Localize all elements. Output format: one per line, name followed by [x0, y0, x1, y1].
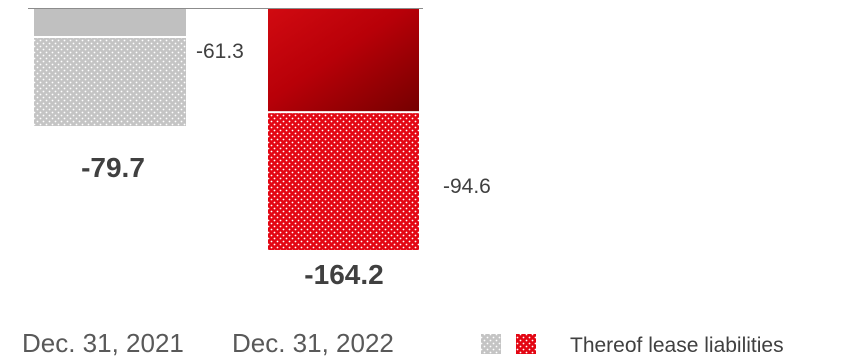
bar-lease-2021	[34, 38, 186, 126]
legend-swatch-red	[516, 334, 536, 354]
legend-label: Thereof lease liabilities	[570, 334, 784, 357]
segment-label-2022-lease: -94.6	[443, 175, 491, 198]
total-label-2022: -164.2	[304, 259, 383, 290]
category-label-2022: Dec. 31, 2022	[232, 328, 394, 358]
category-label-2021: Dec. 31, 2021	[22, 328, 184, 358]
total-label-2021: -79.7	[81, 152, 145, 183]
legend-swatch-grey	[481, 334, 501, 354]
bars-group	[34, 9, 419, 250]
bar-lease-2022	[268, 113, 419, 250]
legend: Thereof lease liabilities	[481, 334, 784, 357]
bar-other-2022	[268, 9, 419, 112]
bar-other-2021	[34, 9, 186, 37]
segment-label-2021-lease: -61.3	[196, 40, 244, 63]
